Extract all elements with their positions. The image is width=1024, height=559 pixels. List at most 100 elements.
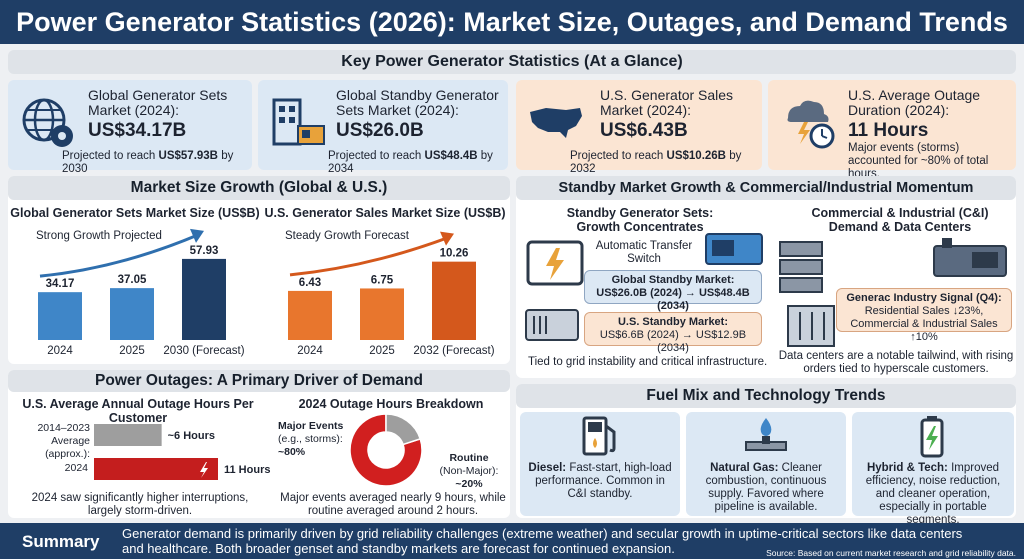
bar <box>288 290 332 340</box>
standby-left-title: Standby Generator Sets: Growth Concentra… <box>566 206 714 234</box>
ats-label: Automatic Transfer Switch <box>595 240 693 265</box>
stat-label: U.S. Average Outage Duration (2024): <box>848 87 981 118</box>
summary-text: Generator demand is primarily driven by … <box>122 526 963 556</box>
outage-category-2024: 2024 <box>64 462 88 474</box>
storm-clock-icon <box>787 100 835 149</box>
source-note: Source: Based on current market research… <box>766 548 1016 558</box>
category-label: 2024 <box>297 345 323 357</box>
outage-value-label: 11 Hours <box>224 464 270 476</box>
market-growth-heading: Market Size Growth (Global & U.S.) <box>8 176 510 200</box>
category-label: 2025 <box>369 345 395 357</box>
trend-arrow <box>289 236 449 277</box>
stat-label: Global Generator Sets Market (2024): <box>88 87 228 118</box>
battery-icon <box>920 416 944 458</box>
chart-title-global: Global Generator Sets Market Size (US$B) <box>10 206 260 220</box>
donut-slice <box>385 413 422 446</box>
globe-gear-icon <box>22 98 73 147</box>
summary-label: Summary <box>22 532 100 551</box>
stat-note: Projected to reach US$10.26B by 2032 <box>570 150 742 175</box>
stat-value: US$6.43B <box>600 120 688 141</box>
page-title: Power Generator Statistics (2026): Marke… <box>0 0 1024 44</box>
stat-note: Major events (storms) accounted for ~80%… <box>848 142 989 180</box>
bar <box>432 261 476 340</box>
donut-slice <box>349 413 423 487</box>
generac-signal-box: Generac Industry Signal (Q4): Residentia… <box>836 288 1012 343</box>
outage-value-label: ~6 Hours <box>168 430 215 442</box>
bar-value-label: 6.75 <box>371 274 394 286</box>
stat-note: Projected to reach US$57.93B by 2030 <box>62 150 234 175</box>
outage-bar <box>94 424 162 446</box>
stat-card-global-standby: Global Standby Generator Sets Market (20… <box>258 80 508 175</box>
server-rack-icon <box>779 241 823 293</box>
standby-right-caption: Data centers are a notable tailwind, wit… <box>778 350 1014 375</box>
category-label: 2024 <box>47 345 73 357</box>
key-stats-heading: Key Power Generator Statistics (At a Gla… <box>8 50 1016 74</box>
summary-bar: Summary Generator demand is primarily dr… <box>0 523 1024 559</box>
trend-arrow-head <box>190 228 204 243</box>
stat-value: 11 Hours <box>848 120 929 141</box>
generator-icon <box>705 233 763 265</box>
annotation-us: Steady Growth Forecast <box>285 230 409 242</box>
us-standby-box: U.S. Standby Market: US$6.6B (2024) → US… <box>584 312 762 354</box>
bar-value-label: 57.93 <box>190 245 219 257</box>
gas-pipeline-icon <box>745 418 787 451</box>
category-label: 2032 (Forecast) <box>413 345 494 357</box>
outage-bar-caption: 2024 saw significantly higher interrupti… <box>31 492 249 517</box>
us-sales-bar-chart: 6.43 2024 6.75 2025 10.26 2032 (Forecast) <box>288 231 495 357</box>
chart-title-us: U.S. Generator Sales Market Size (US$B) <box>264 206 506 220</box>
fuel-card-hybrid: Hybrid & Tech: Improved efficiency, nois… <box>852 412 1014 526</box>
standby-left-caption: Tied to grid instability and critical in… <box>528 356 768 368</box>
stat-value: US$26.0B <box>336 120 424 141</box>
fuel-pump-icon <box>582 416 616 456</box>
fuel-text-natural-gas: Natural Gas: Cleaner combustion, continu… <box>705 462 827 513</box>
building-generator-icon <box>272 98 325 146</box>
stat-note: Projected to reach US$48.4B by 2034 <box>328 150 493 175</box>
category-label: 2030 (Forecast) <box>163 345 244 357</box>
outages-heading: Power Outages: A Primary Driver of Deman… <box>8 370 510 392</box>
bar <box>182 258 226 340</box>
us-map-icon <box>530 108 582 138</box>
bar-value-label: 6.43 <box>299 277 321 289</box>
standby-heading: Standby Market Growth & Commercial/Indus… <box>516 176 1016 200</box>
annotation-global: Strong Growth Projected <box>36 230 162 242</box>
bar-value-label: 10.26 <box>440 248 469 260</box>
fuel-card-natural-gas: Natural Gas: Cleaner combustion, continu… <box>686 412 846 516</box>
stat-card-us-outage: U.S. Average Outage Duration (2024): 11 … <box>768 80 1016 180</box>
industrial-generator-icon <box>933 238 1007 277</box>
chart-title-breakdown: 2024 Outage Hours Breakdown <box>298 397 484 411</box>
global-gensets-bar-chart: 34.17 2024 37.05 2025 57.93 2030 (Forecast) <box>38 228 245 357</box>
transfer-switch-icon <box>526 240 584 286</box>
generator-unit-icon <box>525 309 579 341</box>
bar-value-label: 37.05 <box>118 274 147 286</box>
stat-card-us-sales: U.S. Generator Sales Market (2024): US$6… <box>516 80 762 175</box>
trend-arrow-head <box>440 231 454 246</box>
stat-card-global-gensets: Global Generator Sets Market (2024): US$… <box>8 80 252 175</box>
market-growth-section <box>8 176 510 364</box>
fuel-card-diesel: Diesel: Fast-start, high-load performanc… <box>520 412 680 516</box>
bar <box>360 288 404 340</box>
global-standby-box: Global Standby Market: US$26.0B (2024) →… <box>584 270 762 312</box>
routine-label: Routine (Non-Major): ~20% <box>439 452 499 490</box>
outage-category-avg: 2014–2023 Average (approx.): <box>37 422 90 460</box>
stat-value: US$34.17B <box>88 120 187 141</box>
bar <box>38 292 82 340</box>
storm-cloud-icon <box>378 444 397 454</box>
chart-title-outage-hours: U.S. Average Annual Outage Hours Per Cus… <box>22 397 254 425</box>
outage-breakdown-donut <box>349 413 423 487</box>
outages-section <box>8 370 510 518</box>
lightning-icon <box>200 462 208 478</box>
outage-hours-bar-chart: ~6 Hours 11 Hours <box>94 424 270 480</box>
bar <box>110 288 154 340</box>
bar-value-label: 34.17 <box>46 278 75 290</box>
fuel-text-diesel: Diesel: Fast-start, high-load performanc… <box>528 462 672 500</box>
fuel-text-hybrid: Hybrid & Tech: Improved efficiency, nois… <box>865 462 1001 526</box>
trend-arrow <box>39 233 199 278</box>
donut-caption: Major events averaged nearly 9 hours, wh… <box>280 492 506 517</box>
category-label: 2025 <box>119 345 145 357</box>
fuel-heading: Fuel Mix and Technology Trends <box>516 384 1016 408</box>
standby-right-title: Commercial & Industrial (C&I) Demand & D… <box>811 206 989 234</box>
outage-bar <box>94 458 218 480</box>
container-generator-icon <box>787 305 835 347</box>
stat-label: Global Standby Generator Sets Market (20… <box>336 87 499 118</box>
major-events-label: Major Events (e.g., storms): ~80% <box>278 420 344 458</box>
